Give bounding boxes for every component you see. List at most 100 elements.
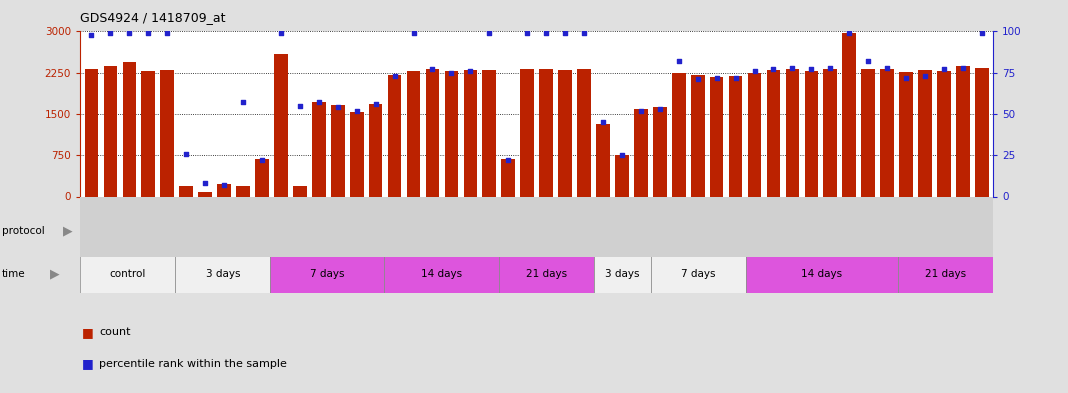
- Bar: [464, 70, 477, 196]
- Point: [348, 108, 365, 114]
- Bar: [350, 112, 363, 196]
- Bar: [615, 155, 629, 196]
- Bar: [293, 186, 307, 196]
- Point: [841, 30, 858, 36]
- Point: [632, 108, 649, 114]
- Bar: [823, 70, 837, 196]
- Bar: [804, 70, 818, 196]
- Bar: [426, 70, 439, 196]
- Point: [745, 68, 763, 74]
- Bar: [388, 75, 402, 196]
- Bar: [956, 66, 970, 196]
- Bar: [175, 212, 594, 250]
- Point: [292, 103, 309, 109]
- Bar: [274, 54, 287, 196]
- Text: cardiotoxin injected: cardiotoxin injected: [742, 226, 845, 236]
- Point: [803, 66, 820, 73]
- Bar: [634, 109, 647, 196]
- Point: [821, 64, 838, 71]
- Bar: [767, 70, 781, 196]
- Text: ▶: ▶: [50, 268, 60, 281]
- Point: [689, 76, 706, 83]
- Bar: [175, 255, 270, 293]
- Text: control: control: [110, 226, 146, 236]
- Text: protocol: protocol: [2, 226, 45, 236]
- Point: [916, 73, 933, 79]
- Bar: [745, 255, 898, 293]
- Point: [955, 64, 972, 71]
- Point: [461, 68, 478, 74]
- Point: [443, 70, 460, 76]
- Bar: [255, 159, 269, 196]
- Bar: [84, 69, 98, 196]
- Point: [671, 58, 688, 64]
- Point: [519, 30, 536, 36]
- Point: [576, 30, 593, 36]
- Text: percentile rank within the sample: percentile rank within the sample: [99, 358, 287, 369]
- Point: [936, 66, 953, 73]
- Bar: [312, 102, 326, 196]
- Point: [197, 180, 214, 186]
- Text: count: count: [99, 327, 130, 337]
- Text: control: control: [110, 269, 146, 279]
- Bar: [880, 70, 894, 196]
- Bar: [594, 212, 993, 250]
- Point: [216, 182, 233, 188]
- Point: [253, 157, 270, 163]
- Point: [83, 31, 100, 38]
- Point: [386, 73, 403, 79]
- Point: [140, 30, 157, 36]
- Bar: [918, 70, 932, 196]
- Point: [101, 30, 119, 36]
- Point: [235, 99, 252, 106]
- Bar: [937, 71, 951, 196]
- Bar: [331, 105, 345, 196]
- Text: 14 days: 14 days: [421, 269, 462, 279]
- Point: [121, 30, 138, 36]
- Text: 21 days: 21 days: [925, 269, 967, 279]
- Bar: [384, 255, 499, 293]
- Bar: [407, 70, 421, 196]
- Text: 21 days: 21 days: [525, 269, 567, 279]
- Bar: [843, 33, 857, 196]
- Bar: [368, 104, 382, 196]
- Bar: [728, 76, 742, 196]
- Point: [405, 30, 422, 36]
- Bar: [650, 255, 745, 293]
- Bar: [577, 70, 591, 196]
- Bar: [596, 124, 610, 196]
- Text: 3 days: 3 days: [205, 269, 240, 279]
- Text: glycerol injected: glycerol injected: [342, 226, 427, 236]
- Point: [727, 75, 744, 81]
- Bar: [672, 73, 686, 196]
- Text: time: time: [2, 269, 26, 279]
- Bar: [899, 72, 913, 196]
- Bar: [691, 75, 705, 196]
- Bar: [179, 186, 193, 196]
- Text: 7 days: 7 days: [681, 269, 716, 279]
- Point: [272, 30, 289, 36]
- Bar: [862, 69, 875, 196]
- Bar: [786, 69, 799, 196]
- Point: [500, 157, 517, 163]
- Bar: [502, 159, 515, 196]
- Text: ■: ■: [82, 357, 94, 370]
- Point: [556, 30, 574, 36]
- Point: [537, 30, 554, 36]
- Bar: [141, 70, 155, 196]
- Point: [973, 30, 990, 36]
- Text: 7 days: 7 days: [310, 269, 345, 279]
- Bar: [444, 71, 458, 196]
- Bar: [80, 212, 175, 250]
- Text: ▶: ▶: [63, 224, 73, 237]
- Text: 3 days: 3 days: [606, 269, 640, 279]
- Text: GDS4924 / 1418709_at: GDS4924 / 1418709_at: [80, 11, 225, 24]
- Bar: [975, 68, 989, 196]
- Bar: [80, 255, 175, 293]
- Bar: [160, 70, 174, 196]
- Point: [311, 99, 328, 106]
- Point: [367, 101, 384, 107]
- Bar: [710, 77, 723, 196]
- Bar: [104, 66, 117, 196]
- Point: [879, 64, 896, 71]
